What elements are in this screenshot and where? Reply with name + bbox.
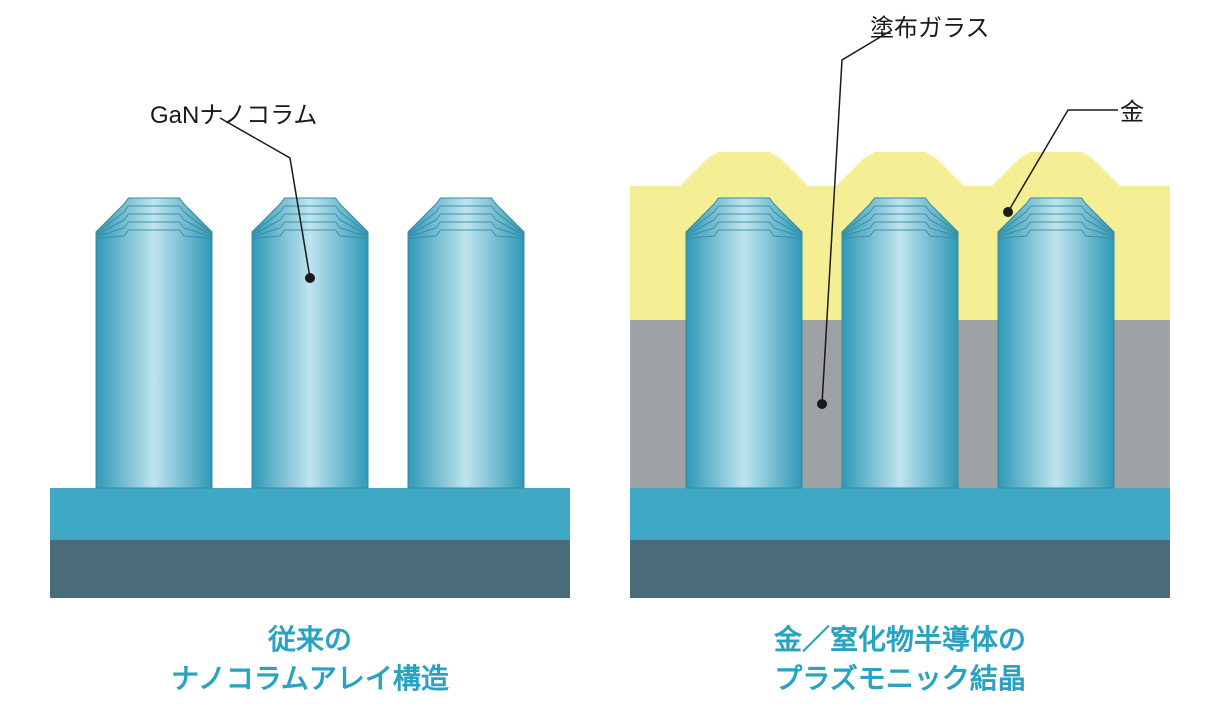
caption-right-line1: 金／窒化物半導体の bbox=[774, 624, 1026, 655]
label-gold-text: 金 bbox=[1120, 99, 1144, 126]
diagram-stage: GaNナノコラム 塗布ガラス 金 従来の ナノコラムアレイ構造 金／窒化物半導体… bbox=[0, 0, 1216, 713]
label-coating-glass-text: 塗布ガラス bbox=[870, 15, 990, 42]
label-coating-glass: 塗布ガラス bbox=[870, 8, 990, 43]
caption-left-line2: ナノコラムアレイ構造 bbox=[171, 663, 449, 694]
label-gan-nanocolumn: GaNナノコラム bbox=[150, 95, 317, 130]
caption-right: 金／窒化物半導体の プラズモニック結晶 bbox=[630, 620, 1170, 698]
left-panel bbox=[50, 198, 570, 598]
caption-left-line1: 従来の bbox=[268, 624, 352, 655]
label-gold: 金 bbox=[1120, 92, 1144, 127]
right-panel bbox=[630, 152, 1170, 598]
caption-left: 従来の ナノコラムアレイ構造 bbox=[50, 620, 570, 698]
label-gan-nanocolumn-text: GaNナノコラム bbox=[150, 102, 317, 129]
caption-right-line2: プラズモニック結晶 bbox=[774, 663, 1025, 694]
